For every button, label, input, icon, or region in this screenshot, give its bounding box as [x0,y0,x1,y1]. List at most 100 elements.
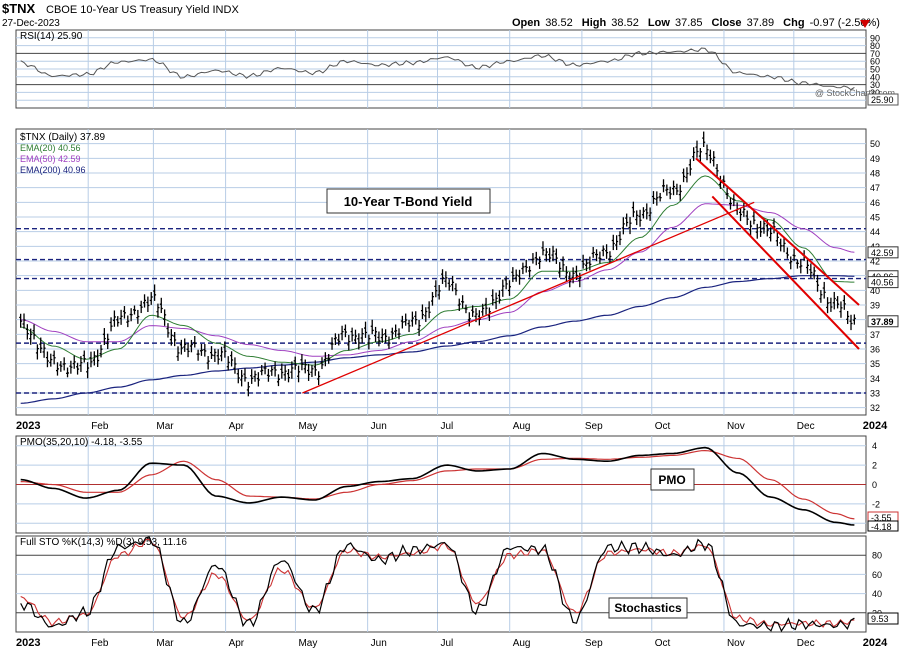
price-bar [35,344,39,360]
price-bar [605,244,609,259]
ema200-line [20,275,855,404]
price-bar [260,365,264,376]
price-bar [176,346,180,361]
price-bar [812,266,816,280]
price-bar [571,267,575,284]
price-bar [310,365,314,378]
price-bar [645,203,649,220]
month-label-0: 2023 [16,637,40,649]
price-bar [534,251,538,266]
price-bar [471,305,475,317]
sto-tag: 9.53 [867,612,899,625]
price-tick-11: 39 [870,301,880,311]
price-bar [507,280,511,296]
price-bar [511,267,515,283]
price-bar [685,167,689,183]
price-bar [196,349,200,361]
symbol: $TNX [2,1,36,16]
price-grid [16,129,866,415]
price-bar [578,272,582,288]
price-bar [832,291,836,310]
price-bar [454,283,458,296]
price-bar [829,297,833,312]
price-bar [210,346,214,359]
price-bar [109,317,113,332]
price-bar [79,356,83,372]
price-bar [558,262,562,278]
price-bar [846,310,850,325]
price-bar [82,350,86,363]
price-bar [343,324,347,338]
price-bar [420,304,424,320]
price-annotation: 10-Year T-Bond Yield [326,188,491,214]
sto-tick-2: 40 [872,589,882,599]
sto-grid [16,536,866,632]
price-bar [601,245,605,257]
price-bar [29,328,33,345]
price-tick-13: 37 [870,330,880,340]
price-bar [173,331,177,347]
price-bar [159,297,163,314]
month-label-7: Aug [513,638,531,649]
price-bar [752,209,756,225]
price-bar [283,365,287,381]
sto-annotation: Stochastics [608,597,688,619]
svg-text:42.59: 42.59 [871,248,894,258]
price-bar [464,304,468,314]
month-label-1: Feb [91,638,109,649]
month-label-9: Oct [655,421,671,432]
price-panel: 50494847464544434241403938373635343332 4… [16,129,899,415]
price-bar [327,354,331,364]
price-bar [86,362,90,379]
price-bar [467,312,471,327]
price-bar [591,246,595,258]
month-label-11: Dec [797,421,815,432]
chart-header: $TNX CBOE 10-Year US Treasury Yield INDX… [2,1,880,29]
price-bar [772,218,776,234]
price-bar [266,368,270,382]
price-bar [347,335,351,351]
price-bar [849,314,853,331]
price-bar [494,292,498,310]
price-bar [702,131,706,148]
price-bar [300,354,304,371]
price-bar [226,356,230,371]
price-tick-14: 36 [870,345,880,355]
month-label-11: Dec [797,638,815,649]
price-bar [126,315,130,328]
price-bar [69,360,73,374]
price-bar [635,210,639,226]
price-bar [451,275,455,292]
price-tick-18: 32 [870,403,880,413]
price-bar [514,269,518,282]
sto-d-line [20,538,855,628]
price-bar [430,292,434,306]
price-tag-3: 37.89 [867,315,899,328]
price-bar [795,259,799,269]
sto-tick-0: 80 [872,551,882,561]
rsi-panel: RSI(14) 25.90 @ StockCharts.com 90807060… [16,30,899,108]
price-bar [819,290,823,303]
price-bar [461,295,465,309]
price-bar [658,192,662,202]
sto-ticks: 80604020 [872,551,882,619]
price-bar [397,328,401,340]
price-bar [203,344,207,357]
x-axis-main: 2023 Feb Mar Apr May Jun Jul Aug Sep Oct Nov Dec 202… [16,420,888,432]
price-bar [732,194,736,207]
price-bar [799,259,803,274]
price-bar [742,202,746,217]
price-bar [293,356,297,370]
price-bar [785,247,789,259]
price-tick-16: 34 [870,374,880,384]
price-bar [524,259,528,273]
sto-tick-1: 60 [872,570,882,580]
price-bar [705,144,709,161]
price-bar [518,269,522,285]
price-bar [313,360,317,376]
price-bar [236,369,240,384]
price-bar [303,359,307,374]
price-bar [387,336,391,349]
price-bar [153,284,157,301]
